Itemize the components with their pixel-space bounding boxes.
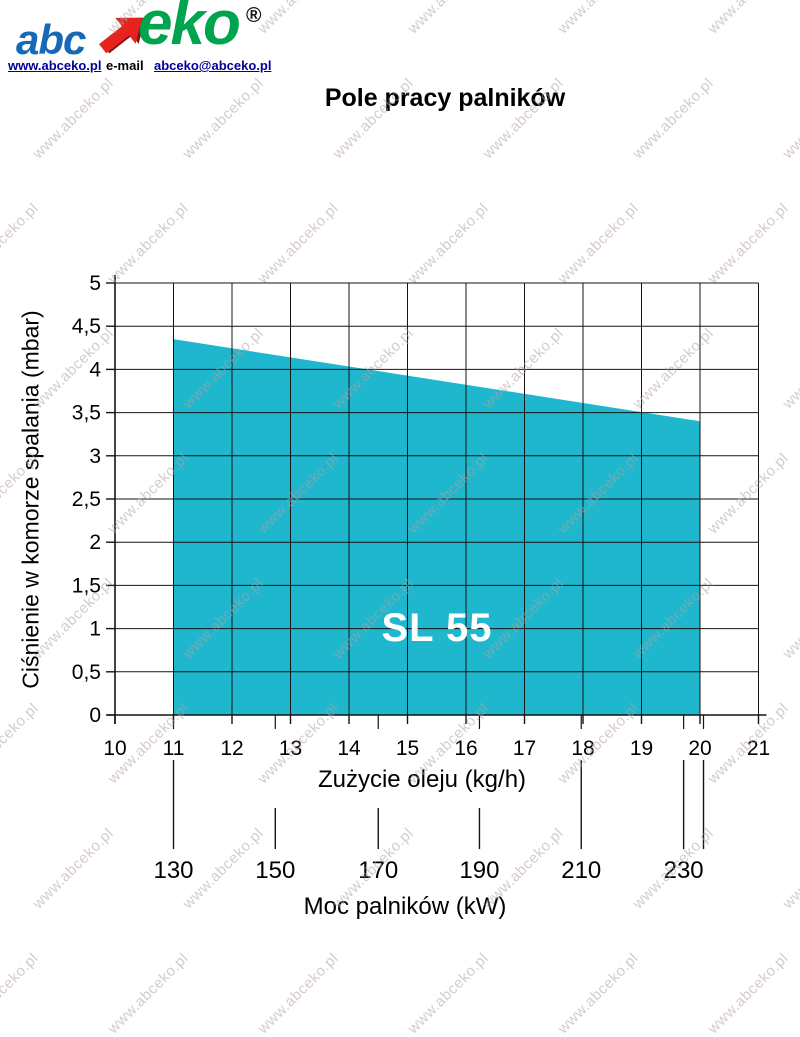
y-tick-label: 4,5 (72, 315, 101, 338)
website-link[interactable]: www.abceko.pl (8, 58, 102, 73)
y-axis-title: Ciśnienie w komorze spalania (mbar) (8, 268, 54, 730)
y-tick-label: 3,5 (72, 402, 101, 425)
kw-tick-label: 130 (153, 857, 193, 884)
x-tick-label: 11 (163, 737, 185, 760)
y-tick-label: 3 (89, 445, 101, 468)
x-tick-label: 20 (688, 737, 711, 760)
x-tick-label: 14 (337, 737, 361, 760)
kw-tick-label: 210 (561, 857, 601, 884)
email-label: e-mail (106, 58, 144, 73)
burner-working-field-chart: 0 0,5 1 1,5 2 2,5 3 3,5 4 4,5 5 10 11 12 13 14 15 16 17 18 1… (72, 272, 770, 884)
y-tick-label: 1,5 (72, 574, 101, 597)
x-tick-label: 19 (630, 737, 653, 760)
working-field-area (173, 339, 700, 715)
x-tick-label: 10 (103, 737, 126, 760)
registered-trademark-icon: ® (246, 4, 262, 27)
x-tick-label: 17 (513, 737, 536, 760)
y-tick-label: 0 (89, 704, 101, 727)
x-tick-label: 21 (747, 737, 770, 760)
kw-tick-label: 190 (459, 857, 499, 884)
y-tick-label: 4 (89, 358, 101, 381)
x-tick-label: 15 (396, 737, 419, 760)
company-logo: abc eko ® (10, 0, 290, 65)
y-tick-label: 0,5 (72, 661, 101, 684)
x-axis-title: Zużycie oleju (kg/h) (317, 766, 527, 793)
kw-tick-label: 230 (664, 857, 704, 884)
kw-tick-label: 150 (255, 857, 295, 884)
kw-tick-label: 170 (358, 857, 398, 884)
logo-abc-text: abc (16, 16, 86, 63)
x-tick-label: 12 (220, 737, 243, 760)
email-link[interactable]: abceko@abceko.pl (154, 58, 272, 73)
y-tick-label: 5 (89, 272, 101, 295)
y-tick-label: 2 (89, 531, 101, 554)
page-title: Pole pracy palników (324, 84, 566, 112)
secondary-x-axis-title: Moc palników (kW) (303, 893, 507, 920)
red-arrow-icon (94, 8, 152, 65)
y-axis-title-text: Ciśnienie w komorze spalania (mbar) (17, 309, 44, 689)
y-tick-label: 1 (89, 618, 101, 641)
contact-links-row: www.abceko.pl e-mail abceko@abceko.pl (8, 58, 308, 74)
series-label-sl55: SL 55 (381, 606, 493, 650)
x-tick-label: 16 (454, 737, 477, 760)
y-tick-label: 2,5 (72, 488, 101, 511)
x-tick-label: 13 (279, 737, 302, 760)
logo-eko-text: eko (138, 0, 241, 58)
x-tick-label: 18 (571, 737, 594, 760)
